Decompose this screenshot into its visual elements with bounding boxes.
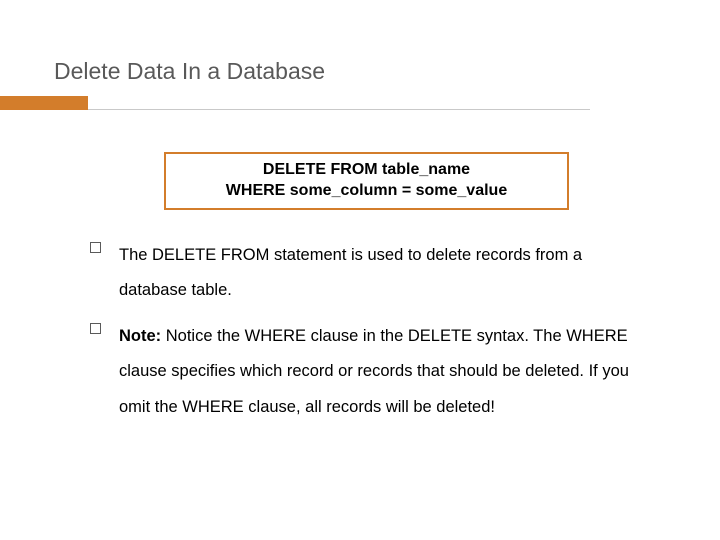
accent-bar: [0, 96, 88, 110]
bullet-list: The DELETE FROM statement is used to del…: [90, 238, 650, 435]
code-line-1: DELETE FROM table_name: [176, 160, 557, 181]
bullet-text: Note: Notice the WHERE clause in the DEL…: [119, 319, 650, 425]
bullet-marker-icon: [90, 242, 101, 253]
slide-title: Delete Data In a Database: [54, 58, 325, 85]
code-line-2: WHERE some_column = some_value: [176, 181, 557, 202]
code-box: DELETE FROM table_name WHERE some_column…: [164, 152, 569, 210]
bullet-item: Note: Notice the WHERE clause in the DEL…: [90, 319, 650, 425]
accent-underline: [88, 109, 590, 110]
bullet-marker-icon: [90, 323, 101, 334]
bullet-text: The DELETE FROM statement is used to del…: [119, 238, 650, 309]
bullet-item: The DELETE FROM statement is used to del…: [90, 238, 650, 309]
